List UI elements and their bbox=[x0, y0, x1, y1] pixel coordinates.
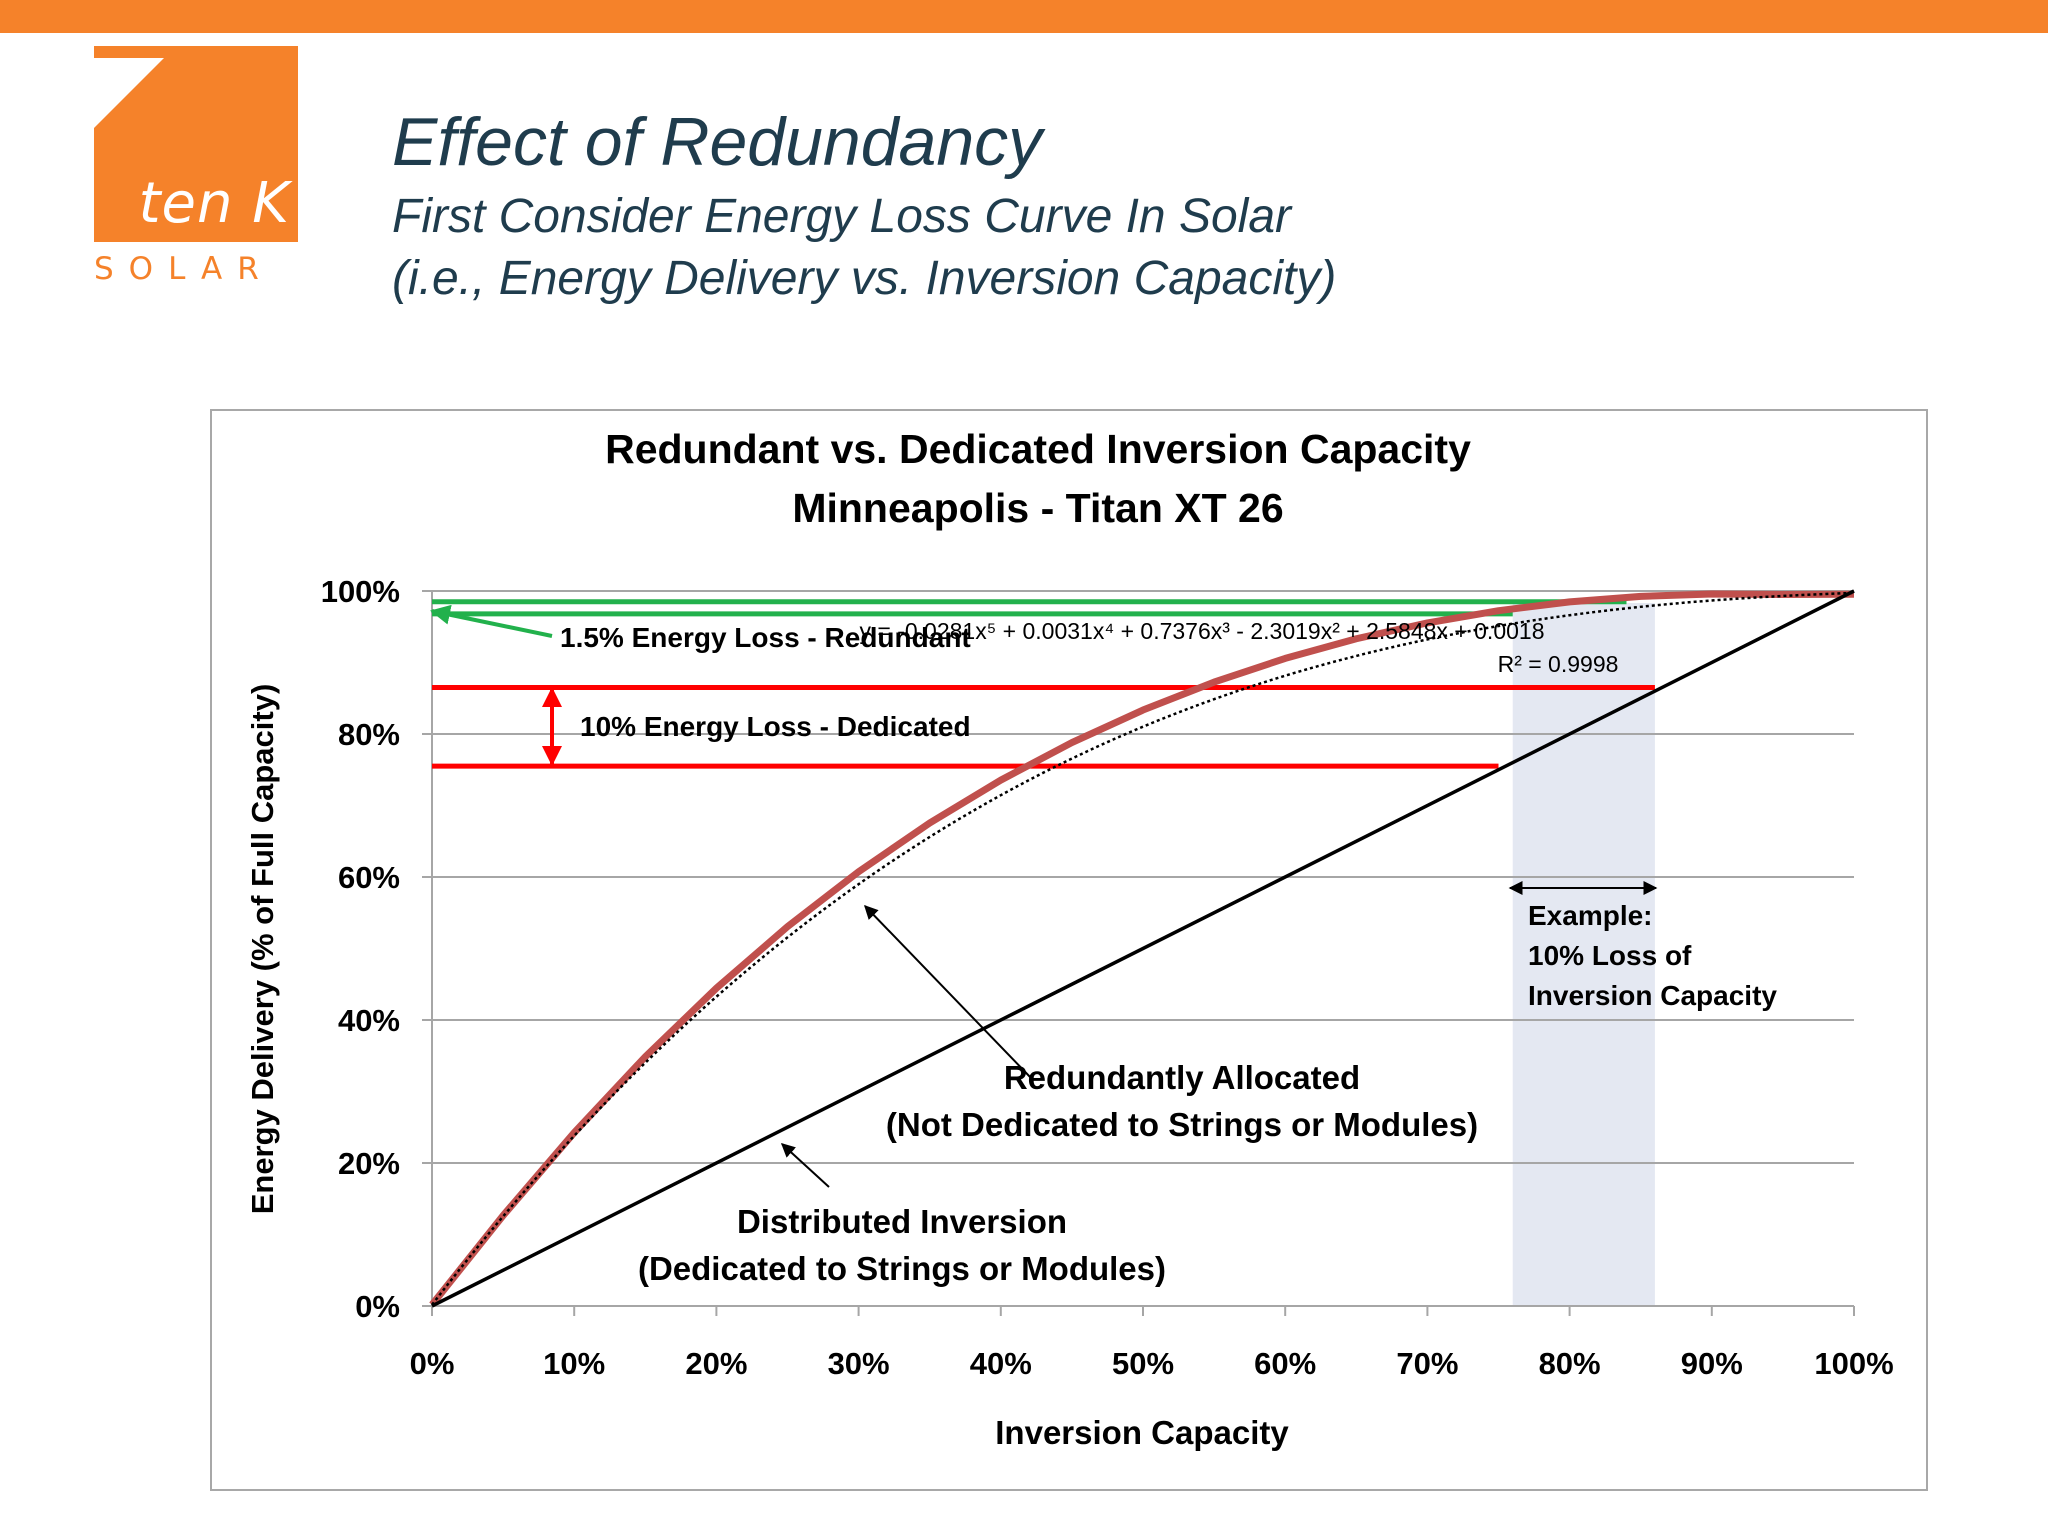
redundant-label-line2: (Not Dedicated to Strings or Modules) bbox=[886, 1106, 1478, 1143]
trendline-equation: y = -0.0281x⁵ + 0.0031x⁴ + 0.7376x³ - 2.… bbox=[860, 618, 1545, 644]
chart-title-line1: Redundant vs. Dedicated Inversion Capaci… bbox=[605, 426, 1471, 472]
x-tick-label: 10% bbox=[543, 1346, 605, 1381]
x-tick-label: 100% bbox=[1814, 1346, 1893, 1381]
top-accent-bar bbox=[0, 0, 2048, 33]
y-tick-label: 0% bbox=[355, 1289, 400, 1324]
example-label-line2: 10% Loss of bbox=[1528, 940, 1692, 971]
y-tick-label: 100% bbox=[321, 574, 400, 609]
x-tick-label: 20% bbox=[685, 1346, 747, 1381]
redundant-label-line1: Redundantly Allocated bbox=[1004, 1059, 1360, 1096]
logo-name: ten K bbox=[138, 171, 290, 236]
distributed-line-pointer bbox=[780, 1143, 830, 1188]
x-tick-label: 70% bbox=[1396, 1346, 1458, 1381]
slide-subtitle-line1: First Consider Energy Loss Curve In Sola… bbox=[392, 190, 1292, 243]
y-tick-label: 60% bbox=[338, 860, 400, 895]
x-tick-label: 40% bbox=[970, 1346, 1032, 1381]
x-tick-label: 90% bbox=[1681, 1346, 1743, 1381]
distributed-inversion-line bbox=[431, 589, 1855, 1308]
dedicated-loss-label: 10% Energy Loss - Dedicated bbox=[580, 711, 971, 742]
redundant-data-curve bbox=[429, 590, 1855, 1307]
y-tick-label: 80% bbox=[338, 717, 400, 752]
redundant-curve-pointer bbox=[864, 904, 1033, 1080]
y-axis-label: Energy Delivery (% of Full Capacity) bbox=[245, 684, 280, 1215]
y-tick-label: 40% bbox=[338, 1003, 400, 1038]
ten-k-solar-logo: ten K SOLAR bbox=[94, 46, 298, 286]
slide-subtitle-line2: (i.e., Energy Delivery vs. Inversion Cap… bbox=[392, 252, 1337, 305]
x-tick-label: 0% bbox=[410, 1346, 455, 1381]
x-tick-label: 50% bbox=[1112, 1346, 1174, 1381]
redundant-trendline bbox=[431, 591, 1855, 1306]
chart-frame: 0% 10% 20% 30% 40% 50% 60% 70% 80% 90% 100% 0% 20% 40… bbox=[210, 409, 1928, 1491]
logo-block-icon bbox=[94, 46, 298, 242]
redundant-loss-pointer bbox=[430, 604, 553, 638]
x-tick-label: 80% bbox=[1539, 1346, 1601, 1381]
x-axis-label: Inversion Capacity bbox=[995, 1414, 1289, 1451]
slide-title: Effect of Redundancy bbox=[392, 104, 1043, 180]
example-shaded-band bbox=[1512, 603, 1655, 1306]
distributed-label-line1: Distributed Inversion bbox=[737, 1203, 1067, 1240]
x-tick-label: 60% bbox=[1254, 1346, 1316, 1381]
distributed-label-line2: (Dedicated to Strings or Modules) bbox=[638, 1250, 1166, 1287]
y-tick-label: 20% bbox=[338, 1146, 400, 1181]
energy-loss-chart: 0% 10% 20% 30% 40% 50% 60% 70% 80% 90% 100% 0% 20% 40… bbox=[245, 426, 1894, 1451]
x-tick-label: 30% bbox=[828, 1346, 890, 1381]
logo-sub: SOLAR bbox=[94, 251, 274, 287]
redundant-loss-label: 1.5% Energy Loss - Redundant bbox=[560, 622, 971, 653]
example-label-line3: Inversion Capacity bbox=[1528, 980, 1777, 1011]
r-squared-label: R² = 0.9998 bbox=[1498, 651, 1619, 677]
chart-title-line2: Minneapolis - Titan XT 26 bbox=[792, 485, 1283, 531]
example-label-line1: Example: bbox=[1528, 900, 1653, 931]
